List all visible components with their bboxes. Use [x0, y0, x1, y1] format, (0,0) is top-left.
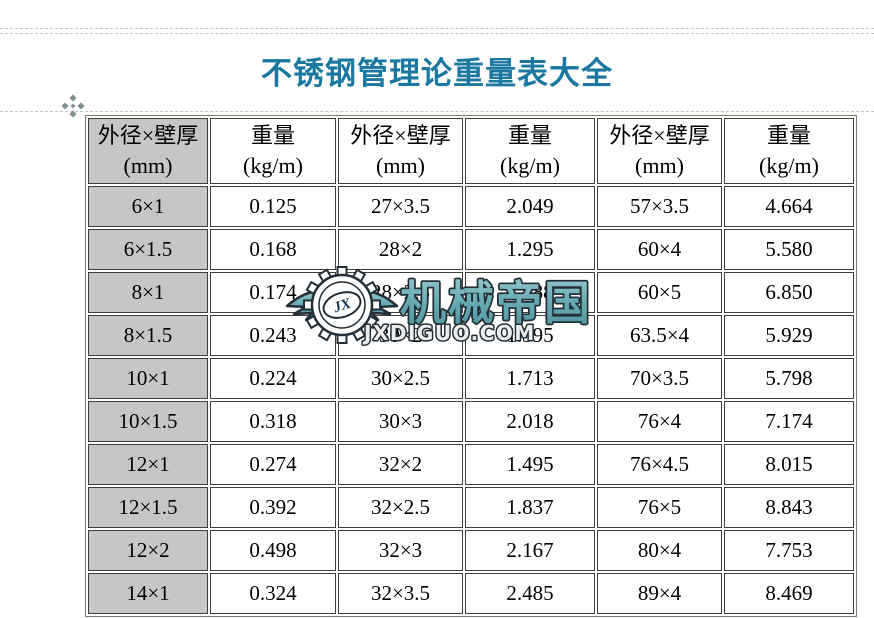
size-cell: 30×3 — [338, 401, 463, 442]
size-cell: 32×3 — [338, 530, 463, 571]
size-header-3: 外径×壁厚 (mm) — [597, 118, 722, 184]
size-header-label: 外径×壁厚 — [609, 123, 710, 149]
weight-cell: 1.713 — [465, 358, 595, 399]
weight-header-2: 重量 (kg/m) — [465, 118, 595, 184]
table-row: 12×1.5 0.392 32×2.5 1.837 76×5 8.843 — [88, 487, 854, 528]
table-row: 12×1 0.274 32×2 1.495 76×4.5 8.015 — [88, 444, 854, 485]
size-cell: 8×1.5 — [88, 315, 208, 356]
weight-cell: 0.324 — [210, 573, 336, 614]
layout-guide-line — [0, 33, 874, 34]
weight-cell: 7.753 — [724, 530, 854, 571]
size-cell: 6×1.5 — [88, 229, 208, 270]
weight-cell: 0.392 — [210, 487, 336, 528]
weight-cell: 2.049 — [465, 186, 595, 227]
weight-cell: 0.318 — [210, 401, 336, 442]
weight-cell: 0.168 — [210, 229, 336, 270]
weight-header-unit: (kg/m) — [759, 153, 819, 178]
weight-cell: 0.174 — [210, 272, 336, 313]
size-cell: 57×3.5 — [597, 186, 722, 227]
size-cell: 63.5×4 — [597, 315, 722, 356]
size-cell: 32×2.5 — [338, 487, 463, 528]
size-header-unit: (mm) — [123, 153, 173, 178]
size-cell: 30×2 — [338, 315, 463, 356]
weight-cell: 1.395 — [465, 315, 595, 356]
table-header-row: 外径×壁厚 (mm) 重量 (kg/m) 外径×壁厚 (mm) 重量 (kg/m… — [88, 118, 854, 184]
layout-guide-line — [0, 28, 874, 29]
table-row: 8×1 0.174 28×2.5 1.588 60×5 6.850 — [88, 272, 854, 313]
size-cell: 6×1 — [88, 186, 208, 227]
table-row: 10×1 0.224 30×2.5 1.713 70×3.5 5.798 — [88, 358, 854, 399]
size-cell: 28×2.5 — [338, 272, 463, 313]
size-cell: 10×1.5 — [88, 401, 208, 442]
size-cell: 89×4 — [597, 573, 722, 614]
size-cell: 76×5 — [597, 487, 722, 528]
weight-cell: 5.580 — [724, 229, 854, 270]
weight-cell: 1.588 — [465, 272, 595, 313]
size-cell: 32×2 — [338, 444, 463, 485]
weight-cell: 8.015 — [724, 444, 854, 485]
weight-cell: 1.837 — [465, 487, 595, 528]
size-header-1: 外径×壁厚 (mm) — [88, 118, 208, 184]
weight-cell: 7.174 — [724, 401, 854, 442]
size-cell: 12×1.5 — [88, 487, 208, 528]
weight-cell: 1.295 — [465, 229, 595, 270]
page-title: 不锈钢管理论重量表大全 — [261, 56, 613, 91]
weight-cell: 8.843 — [724, 487, 854, 528]
table-move-handle-icon[interactable] — [61, 94, 85, 118]
weight-header-unit: (kg/m) — [500, 153, 560, 178]
weight-header-1: 重量 (kg/m) — [210, 118, 336, 184]
size-cell: 80×4 — [597, 530, 722, 571]
size-header-label: 外径×壁厚 — [350, 123, 451, 149]
weight-header-label: 重量 — [766, 123, 811, 149]
size-header-label: 外径×壁厚 — [97, 123, 199, 149]
weight-header-unit: (kg/m) — [243, 153, 303, 178]
weight-cell: 8.469 — [724, 573, 854, 614]
size-cell: 10×1 — [88, 358, 208, 399]
weight-cell: 4.664 — [724, 186, 854, 227]
weight-cell: 6.850 — [724, 272, 854, 313]
weight-cell: 5.929 — [724, 315, 854, 356]
table-header: 外径×壁厚 (mm) 重量 (kg/m) 外径×壁厚 (mm) 重量 (kg/m… — [88, 118, 854, 184]
table-row: 6×1.5 0.168 28×2 1.295 60×4 5.580 — [88, 229, 854, 270]
size-cell: 76×4.5 — [597, 444, 722, 485]
size-header-unit: (mm) — [376, 153, 425, 178]
table-row: 12×2 0.498 32×3 2.167 80×4 7.753 — [88, 530, 854, 571]
size-cell: 60×4 — [597, 229, 722, 270]
weight-cell: 5.798 — [724, 358, 854, 399]
weight-cell: 2.485 — [465, 573, 595, 614]
size-cell: 12×1 — [88, 444, 208, 485]
table-row: 6×1 0.125 27×3.5 2.049 57×3.5 4.664 — [88, 186, 854, 227]
layout-guide-line — [0, 111, 874, 112]
size-cell: 27×3.5 — [338, 186, 463, 227]
weight-cell: 1.495 — [465, 444, 595, 485]
weight-cell: 0.125 — [210, 186, 336, 227]
weight-header-3: 重量 (kg/m) — [724, 118, 854, 184]
pipe-weight-table: 外径×壁厚 (mm) 重量 (kg/m) 外径×壁厚 (mm) 重量 (kg/m… — [85, 115, 857, 617]
size-cell: 28×2 — [338, 229, 463, 270]
size-cell: 30×2.5 — [338, 358, 463, 399]
table-row: 8×1.5 0.243 30×2 1.395 63.5×4 5.929 — [88, 315, 854, 356]
size-cell: 60×5 — [597, 272, 722, 313]
weight-cell: 2.167 — [465, 530, 595, 571]
size-cell: 76×4 — [597, 401, 722, 442]
weight-cell: 2.018 — [465, 401, 595, 442]
weight-cell: 0.243 — [210, 315, 336, 356]
size-header-2: 外径×壁厚 (mm) — [338, 118, 463, 184]
size-cell: 12×2 — [88, 530, 208, 571]
table-row: 10×1.5 0.318 30×3 2.018 76×4 7.174 — [88, 401, 854, 442]
weight-header-label: 重量 — [250, 123, 295, 149]
weight-header-label: 重量 — [507, 123, 552, 149]
size-cell: 70×3.5 — [597, 358, 722, 399]
table-row: 14×1 0.324 32×3.5 2.485 89×4 8.469 — [88, 573, 854, 614]
size-header-unit: (mm) — [635, 153, 684, 178]
weight-cell: 0.498 — [210, 530, 336, 571]
size-cell: 32×3.5 — [338, 573, 463, 614]
size-cell: 8×1 — [88, 272, 208, 313]
weight-cell: 0.274 — [210, 444, 336, 485]
weight-cell: 0.224 — [210, 358, 336, 399]
table-body: 6×1 0.125 27×3.5 2.049 57×3.5 4.664 6×1.5 0.168… — [88, 186, 854, 614]
size-cell: 14×1 — [88, 573, 208, 614]
